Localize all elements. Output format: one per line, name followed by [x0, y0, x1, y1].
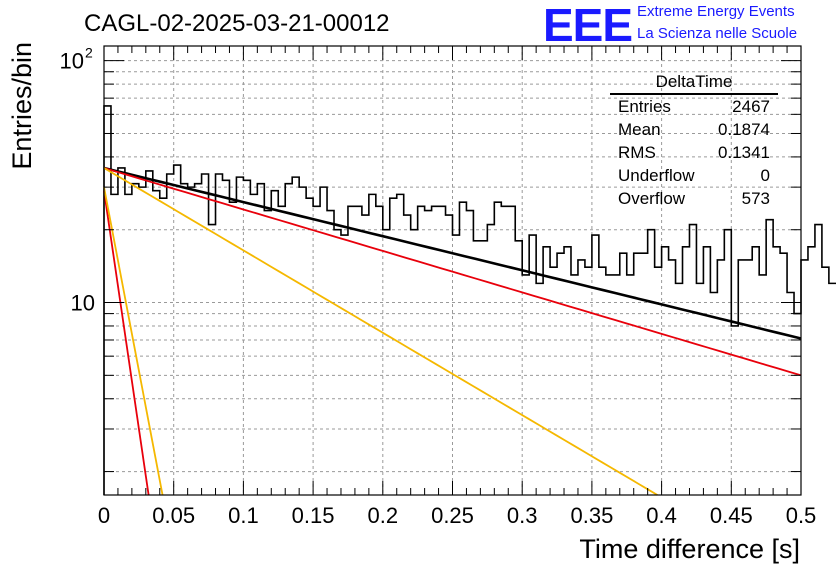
- fit-total: [103, 166, 802, 340]
- eee-logo-line2: La Scienza nelle Scuole: [637, 25, 798, 42]
- x-tick-label: 0.3: [507, 503, 538, 528]
- eee-logo-line1: Extreme Energy Events: [637, 3, 795, 20]
- x-tick-label: 0.05: [152, 503, 195, 528]
- x-tick-labels: 0 0.05 0.1 0.15 0.2 0.25 0.3 0.35 0.4 0.45 0.5: [98, 503, 816, 528]
- x-tick-label: 0.45: [710, 503, 753, 528]
- stats-value: 0.1341: [718, 143, 770, 162]
- fit-curves: [103, 166, 802, 496]
- stats-row-mean: Mean 0.1874: [610, 118, 778, 141]
- x-tick-label: 0.15: [292, 503, 335, 528]
- fit-slow-component-2: [103, 167, 658, 496]
- fit-fast-component-2: [103, 186, 164, 496]
- stats-value: 573: [741, 189, 770, 208]
- axis-ticks: [103, 46, 802, 495]
- x-tick-label: 0.35: [570, 503, 613, 528]
- y-tick-label: 10: [71, 291, 95, 316]
- stats-row-overflow: Overflow 573: [610, 187, 778, 210]
- grid: [104, 46, 801, 495]
- stats-box: DeltaTime Entries 2467 Mean 0.1874 RMS 0…: [610, 71, 778, 210]
- stats-key: Mean: [618, 120, 661, 139]
- histogram: [103, 105, 836, 495]
- x-tick-label: 0.1: [228, 503, 259, 528]
- stats-key: Underflow: [618, 166, 695, 185]
- x-tick-label: 0.2: [368, 503, 399, 528]
- y-axis-label: Entries/bin: [7, 42, 37, 170]
- y-tick-label: 10: [60, 49, 84, 74]
- stats-key: Entries: [618, 97, 671, 116]
- stats-value: 2467: [732, 97, 770, 116]
- x-tick-label: 0.25: [431, 503, 474, 528]
- x-tick-label: 0.5: [786, 503, 817, 528]
- x-tick-label: 0.4: [646, 503, 677, 528]
- stats-row-underflow: Underflow 0: [610, 164, 778, 187]
- x-axis-label: Time difference [s]: [579, 534, 800, 564]
- stats-value: 0: [760, 166, 770, 185]
- eee-logo-mark: EEE: [543, 0, 633, 51]
- y-tick-label-exponent: 2: [85, 45, 93, 61]
- x-tick-label: 0: [98, 503, 110, 528]
- stats-key: RMS: [618, 143, 656, 162]
- fit-fast-component: [103, 190, 150, 496]
- stats-key: Overflow: [618, 189, 686, 208]
- stats-value: 0.1874: [718, 120, 770, 139]
- fit-slow-component: [103, 167, 802, 377]
- stats-box-title: DeltaTime: [610, 71, 778, 95]
- stats-row-entries: Entries 2467: [610, 95, 778, 118]
- histogram-steps: [103, 105, 836, 495]
- chart-title: CAGL-02-2025-03-21-00012: [84, 10, 390, 37]
- stats-row-rms: RMS 0.1341: [610, 141, 778, 164]
